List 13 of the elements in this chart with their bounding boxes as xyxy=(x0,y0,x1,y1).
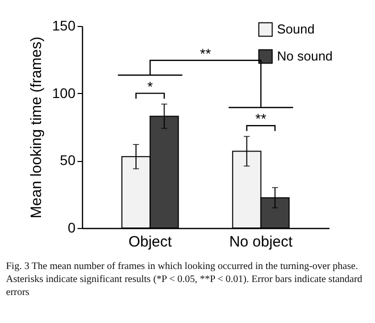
x-tick-label: No object xyxy=(229,234,294,250)
y-axis-title: Mean looking time (frames) xyxy=(28,36,46,218)
y-tick-label: 50 xyxy=(60,152,76,168)
caption: Fig. 3 The mean number of frames in which looking occurred in the turning-over phase. Asterisks indicate significant results (*P < 0.05, **P < 0.01). Error bars indicate standard errors xyxy=(6,260,364,299)
y-tick-label: 150 xyxy=(52,18,76,34)
annotation: ** xyxy=(255,110,267,127)
annotation: ** xyxy=(200,45,212,62)
y-tick-label: 0 xyxy=(68,220,76,236)
legend-label: No sound xyxy=(277,48,333,64)
annotation: * xyxy=(147,78,154,94)
legend-label: Sound xyxy=(277,22,315,36)
y-tick-label: 100 xyxy=(52,84,76,101)
x-tick-label: Object xyxy=(128,234,173,250)
